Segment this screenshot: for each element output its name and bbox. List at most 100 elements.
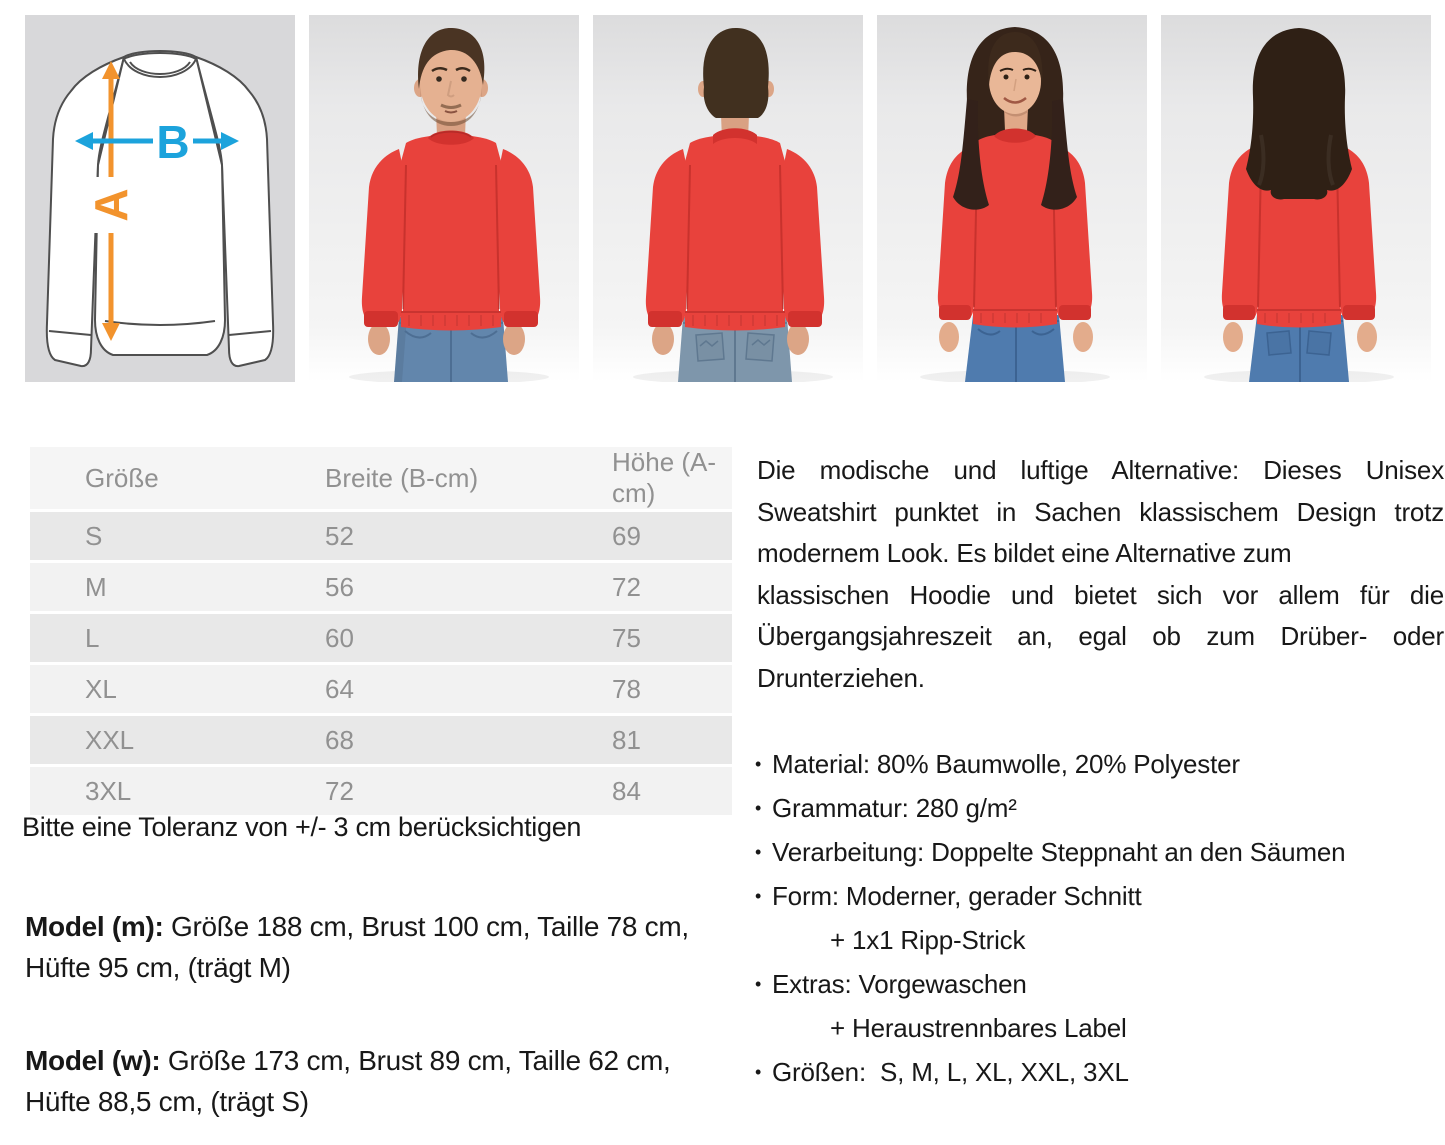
table-header-cell: Breite (B-cm) — [295, 447, 575, 509]
table-cell: 72 — [295, 767, 575, 815]
table-row: L 60 75 — [30, 614, 732, 662]
feature-text: Größen: S, M, L, XL, XXL, 3XL — [772, 1057, 1129, 1087]
hair-front — [988, 32, 1043, 85]
table-cell: 60 — [295, 614, 575, 662]
feature-text: + Heraustrennbares Label — [830, 1013, 1127, 1043]
left-sleeve — [45, 56, 125, 368]
feature-item: • Form: Moderner, gerader Schnitt — [755, 874, 1445, 918]
description-line: Sweatshirt punktet in Sachen klassischem… — [757, 496, 1444, 527]
right-hand — [1357, 322, 1377, 352]
collar-band — [713, 128, 757, 144]
female-model-front — [920, 27, 1110, 382]
table-header-cell: Größe — [30, 447, 295, 509]
right-hand — [503, 323, 525, 355]
table-cell: 78 — [575, 665, 732, 713]
feature-item: • Grammatur: 280 g/m² — [755, 786, 1445, 830]
feature-text: Grammatur: 280 g/m² — [772, 793, 1017, 823]
description-line: Übergangsjahreszeit an, egal ob zum Drüb… — [757, 621, 1444, 651]
photo-female-back — [1161, 15, 1431, 382]
feature-item: • Extras: Vorgewaschen — [755, 962, 1445, 1006]
table-row: XL 64 78 — [30, 665, 732, 713]
female-model-back — [1204, 28, 1394, 382]
male-model-back — [633, 27, 833, 382]
red-sweatshirt — [937, 128, 1093, 328]
hem-band — [1257, 309, 1341, 328]
product-gallery: A B — [25, 15, 1431, 382]
feature-item: • Verarbeitung: Doppelte Steppnaht an den… — [755, 830, 1445, 874]
feature-item: + Heraustrennbares Label — [755, 1006, 1445, 1050]
red-sweatshirt — [361, 130, 541, 331]
feature-item: • Material: 80% Baumwolle, 20% Polyester — [755, 742, 1445, 786]
hem-band — [401, 311, 501, 331]
table-cell: 52 — [295, 512, 575, 560]
table-cell: 64 — [295, 665, 575, 713]
feature-list: • Material: 80% Baumwolle, 20% Polyester •… — [755, 742, 1445, 1094]
height-arrow: A — [85, 61, 137, 341]
left-hand — [652, 323, 674, 355]
left-cuff — [364, 311, 398, 327]
table-header-row: Größe Breite (B-cm) Höhe (A-cm) — [30, 447, 732, 509]
right-hand — [1073, 322, 1093, 352]
head — [698, 27, 774, 139]
table-row: M 56 72 — [30, 563, 732, 611]
hem-band — [973, 309, 1057, 328]
feature-text: Extras: Vorgewaschen — [772, 969, 1027, 999]
bullet-icon: • — [755, 886, 762, 906]
photo-male-front — [309, 15, 579, 382]
right-cuff — [1059, 305, 1091, 320]
height-arrow-label: A — [85, 188, 137, 221]
bullet-icon: • — [755, 798, 762, 818]
bullet-icon: • — [755, 1062, 762, 1082]
left-hand — [368, 323, 390, 355]
left-cuff — [648, 311, 682, 327]
description-line: Drunterziehen. — [757, 662, 925, 693]
hair-back — [703, 27, 769, 119]
model-m-details: Größe 188 cm, Brust 100 cm, Taille 78 cm… — [25, 911, 689, 983]
sweatshirt-outline — [45, 50, 275, 368]
model-w-label: Model (w): — [25, 1045, 161, 1076]
male-model-front — [349, 27, 549, 382]
hair — [418, 27, 485, 89]
table-row: XXL 68 81 — [30, 716, 732, 764]
size-table-body: S 52 69 M 56 72 L 60 75 XL 64 78 XXL 68 81 3XL 72 84 — [30, 512, 732, 815]
hair-back-long — [1246, 28, 1352, 200]
hair-strand-left — [953, 99, 989, 210]
table-cell: M — [30, 563, 295, 611]
left-cuff — [1223, 305, 1255, 320]
jeans — [1249, 315, 1349, 382]
right-cuff — [504, 311, 538, 327]
bullet-icon: • — [755, 754, 762, 774]
table-cell: 3XL — [30, 767, 295, 815]
right-hand — [787, 323, 809, 355]
bullet-icon: • — [755, 974, 762, 994]
feature-text: Material: 80% Baumwolle, 20% Polyester — [772, 749, 1240, 779]
table-cell: L — [30, 614, 295, 662]
table-cell: 84 — [575, 767, 732, 815]
left-hand — [939, 322, 959, 352]
seam-lines — [48, 61, 272, 336]
table-row: 3XL 72 84 — [30, 767, 732, 815]
right-cuff — [788, 311, 822, 327]
hem-band — [685, 311, 785, 331]
table-cell: 72 — [575, 563, 732, 611]
head — [988, 32, 1043, 131]
description-line: modernem Look. Es bildet eine Alternativ… — [757, 538, 1292, 568]
model-m-info: Model (m): Größe 188 cm, Brust 100 cm, T… — [25, 906, 730, 988]
width-arrow: B — [75, 116, 239, 168]
description-line: Die modische und luftige Alternative: Di… — [757, 455, 1444, 485]
jeans — [678, 317, 792, 382]
description: Die modische und luftige Alternative: Di… — [757, 450, 1444, 699]
description-line: klassischen Hoodie und bietet sich vor a… — [757, 579, 1444, 610]
collar-band — [994, 128, 1036, 143]
table-cell: 56 — [295, 563, 575, 611]
sweatshirt-measurement-diagram: A B — [45, 50, 275, 368]
table-cell: 68 — [295, 716, 575, 764]
photo-male-back — [593, 15, 863, 382]
table-cell: XL — [30, 665, 295, 713]
model-m-label: Model (m): — [25, 911, 164, 942]
table-row: S 52 69 — [30, 512, 732, 560]
size-table: Größe Breite (B-cm) Höhe (A-cm) S 52 69 M 56 72… — [30, 444, 732, 818]
table-cell: S — [30, 512, 295, 560]
width-arrow-label: B — [156, 116, 189, 168]
model-w-details: Größe 173 cm, Brust 89 cm, Taille 62 cm,… — [25, 1045, 671, 1117]
